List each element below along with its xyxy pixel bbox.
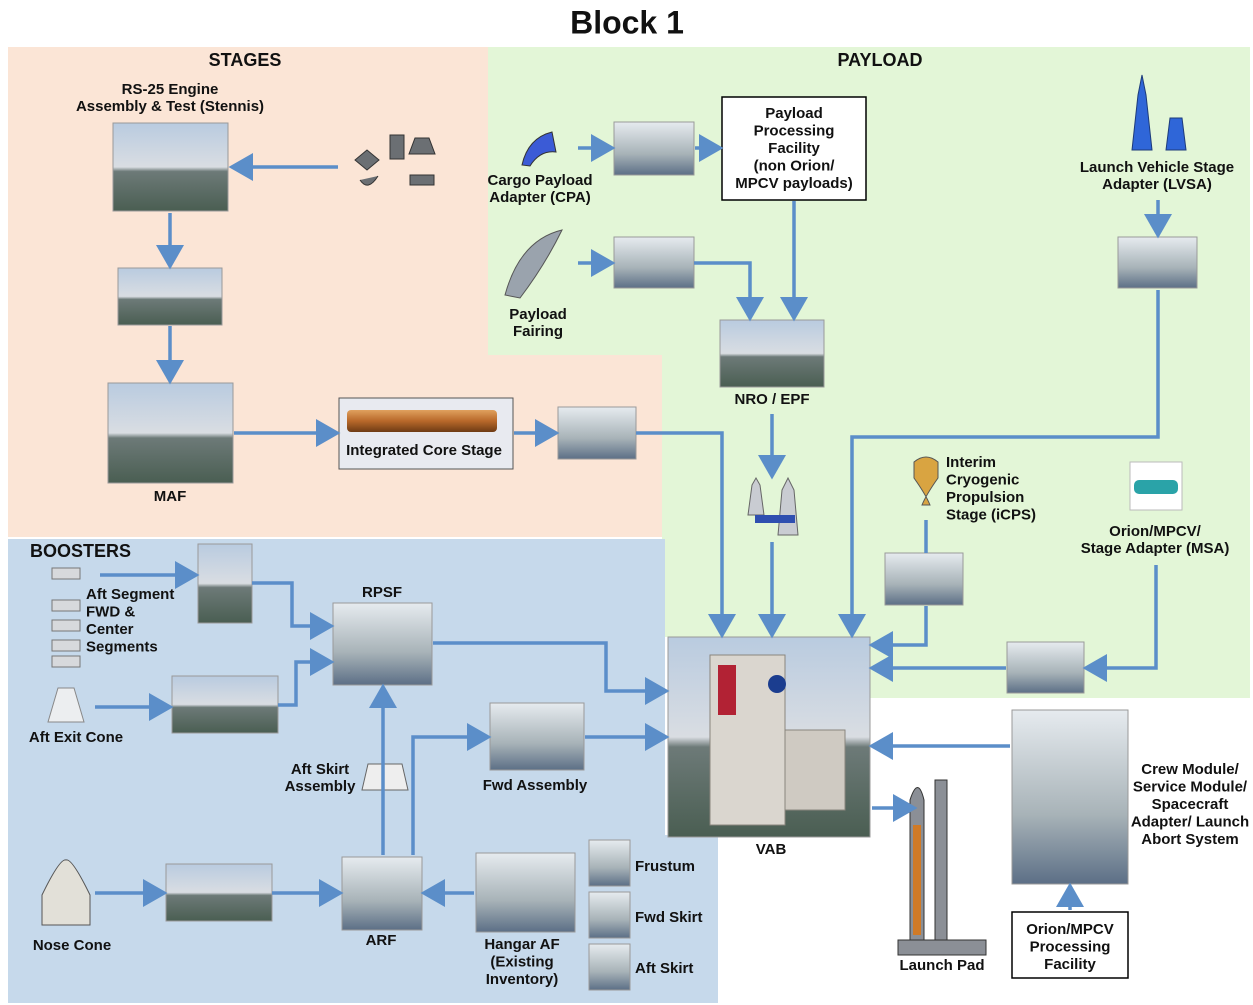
segment-icon <box>52 568 80 579</box>
diagram: Block 1 STAGES PAYLOAD BOOSTERS RS-25 Engine… <box>0 0 1253 1005</box>
node-label: Fwd Skirt <box>635 909 703 926</box>
node-label: VAB <box>756 841 787 858</box>
photo <box>589 840 630 886</box>
segment-icon <box>52 656 80 667</box>
section-title: STAGES <box>209 50 282 70</box>
photo <box>558 407 636 459</box>
photo <box>118 268 222 325</box>
node-label: Aft Exit Cone <box>29 729 123 746</box>
node-label: Fairing <box>513 323 563 340</box>
node-label: Stage (iCPS) <box>946 506 1036 523</box>
aftskirt-icon <box>362 764 408 790</box>
node-label: (non Orion/ <box>754 157 836 174</box>
segment-icon <box>52 620 80 631</box>
node-label: Cargo Payload <box>487 172 592 189</box>
node-label: Cryogenic <box>946 471 1019 488</box>
photo <box>113 123 228 211</box>
node-label: Processing <box>1030 938 1111 955</box>
msa-ring <box>1134 480 1178 494</box>
node-label: Frustum <box>635 858 695 875</box>
node-label: Nose Cone <box>33 937 111 954</box>
node-label: Center <box>86 621 134 638</box>
node-label: Service Module/ <box>1133 778 1248 795</box>
node-label: Payload <box>509 306 567 323</box>
section-title: BOOSTERS <box>30 541 131 561</box>
node-label: Stage Adapter (MSA) <box>1081 540 1230 557</box>
node-label: Abort System <box>1141 831 1239 848</box>
node-label: ARF <box>366 932 397 949</box>
segment-icon <box>52 640 80 651</box>
photo <box>589 944 630 990</box>
node-label: Processing <box>754 122 835 139</box>
photo <box>1007 642 1084 693</box>
photo <box>342 857 422 930</box>
node-label: Payload <box>765 105 823 122</box>
node-label: RPSF <box>362 584 402 601</box>
node-label: Interim <box>946 454 996 471</box>
photo <box>490 703 584 770</box>
node-label: Propulsion <box>946 489 1024 506</box>
photo <box>720 320 824 387</box>
node-label: (Existing <box>490 953 553 970</box>
node-label: Facility <box>768 140 820 157</box>
node-label: Hangar AF <box>484 936 559 953</box>
node-label: Aft Skirt <box>291 761 349 778</box>
node-label: RS-25 Engine <box>122 81 219 98</box>
photo <box>1118 237 1197 288</box>
photo <box>1012 710 1128 884</box>
node-label: Integrated Core Stage <box>346 442 502 459</box>
section-title: PAYLOAD <box>837 50 922 70</box>
node-label: Adapter (LVSA) <box>1102 176 1212 193</box>
core-stage <box>347 410 497 432</box>
photo <box>166 864 272 921</box>
node-label: MPCV payloads) <box>735 175 853 192</box>
node-label: Aft Segment <box>86 586 174 603</box>
node-label: Assembly <box>285 778 357 795</box>
photo <box>614 122 694 175</box>
node-label: Assembly & Test (Stennis) <box>76 98 264 115</box>
node-label: Segments <box>86 638 158 655</box>
node-label: FWD & <box>86 603 135 620</box>
photo <box>198 544 252 623</box>
node-label: Inventory) <box>486 971 559 988</box>
node-label: Launch Pad <box>899 957 984 974</box>
node-label: MAF <box>154 488 187 505</box>
photo <box>172 676 278 733</box>
rockets-base <box>755 515 795 523</box>
node-label: Fwd Assembly <box>483 777 588 794</box>
node-label: Crew Module/ <box>1141 761 1239 778</box>
photo <box>476 853 575 932</box>
node-label: Facility <box>1044 956 1096 973</box>
node-label: Adapter (CPA) <box>489 189 590 206</box>
node-label: Spacecraft <box>1152 796 1229 813</box>
vab-annex <box>785 730 845 810</box>
node-label: Aft Skirt <box>635 960 693 977</box>
node-label: Adapter/ Launch <box>1131 813 1249 830</box>
vab-flag <box>718 665 736 715</box>
photo <box>108 383 233 483</box>
photo <box>614 237 694 288</box>
photo <box>885 553 963 605</box>
photo <box>589 892 630 938</box>
photo <box>333 603 432 685</box>
sls-core <box>913 825 921 935</box>
node-label: Orion/MPCV/ <box>1109 523 1202 540</box>
node-label: NRO / EPF <box>734 391 809 408</box>
title: Block 1 <box>570 4 684 40</box>
node-label: Launch Vehicle Stage <box>1080 159 1234 176</box>
node-label: Orion/MPCV <box>1026 921 1114 938</box>
segment-icon <box>52 600 80 611</box>
vab-logo <box>768 675 786 693</box>
